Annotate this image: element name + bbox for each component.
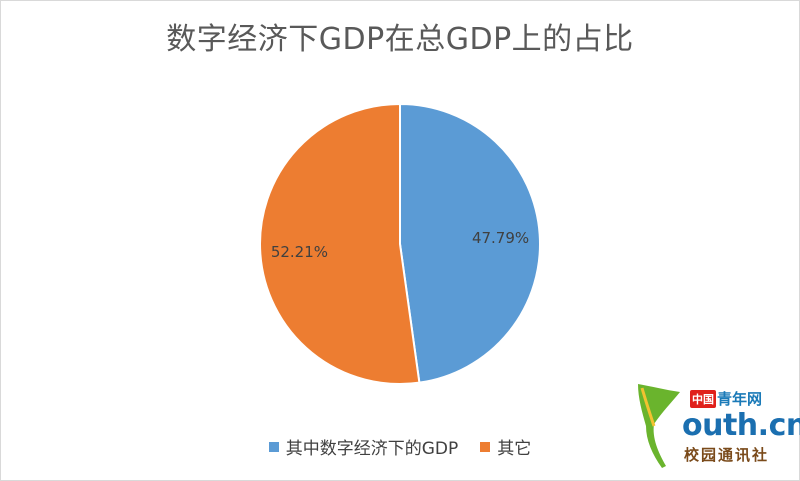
- watermark-url: outh.cn: [682, 408, 800, 443]
- legend-item-1: 其中数字经济下的GDP: [268, 434, 459, 459]
- legend-item-2: 其它: [480, 434, 531, 459]
- watermark-subtitle: 校园通讯社: [684, 446, 770, 464]
- legend-label-2: 其它: [497, 439, 532, 459]
- ginkgo-leaf-icon: [638, 384, 680, 468]
- watermark-china-badge: 中国: [690, 389, 716, 408]
- legend-swatch-2: [480, 441, 491, 452]
- watermark-brand-text: 青年网: [717, 390, 763, 408]
- chart-title: 数字经济下GDP在总GDP上的占比: [166, 22, 634, 57]
- pie-data-label-1: 47.79%: [472, 229, 529, 247]
- pie-data-label-2: 52.21%: [271, 243, 328, 261]
- pie-slice-1: [399, 102, 541, 384]
- pie-slice-2: [259, 102, 421, 385]
- watermark-brand: 中国 青年网: [690, 388, 762, 409]
- legend: 其中数字经济下的GDP 其它: [0, 434, 800, 459]
- youth-cn-watermark: 中国 青年网 outh.cn 校园通讯社: [628, 382, 800, 472]
- legend-label-1: 其中数字经济下的GDP: [285, 439, 459, 459]
- legend-swatch-1: [268, 441, 279, 452]
